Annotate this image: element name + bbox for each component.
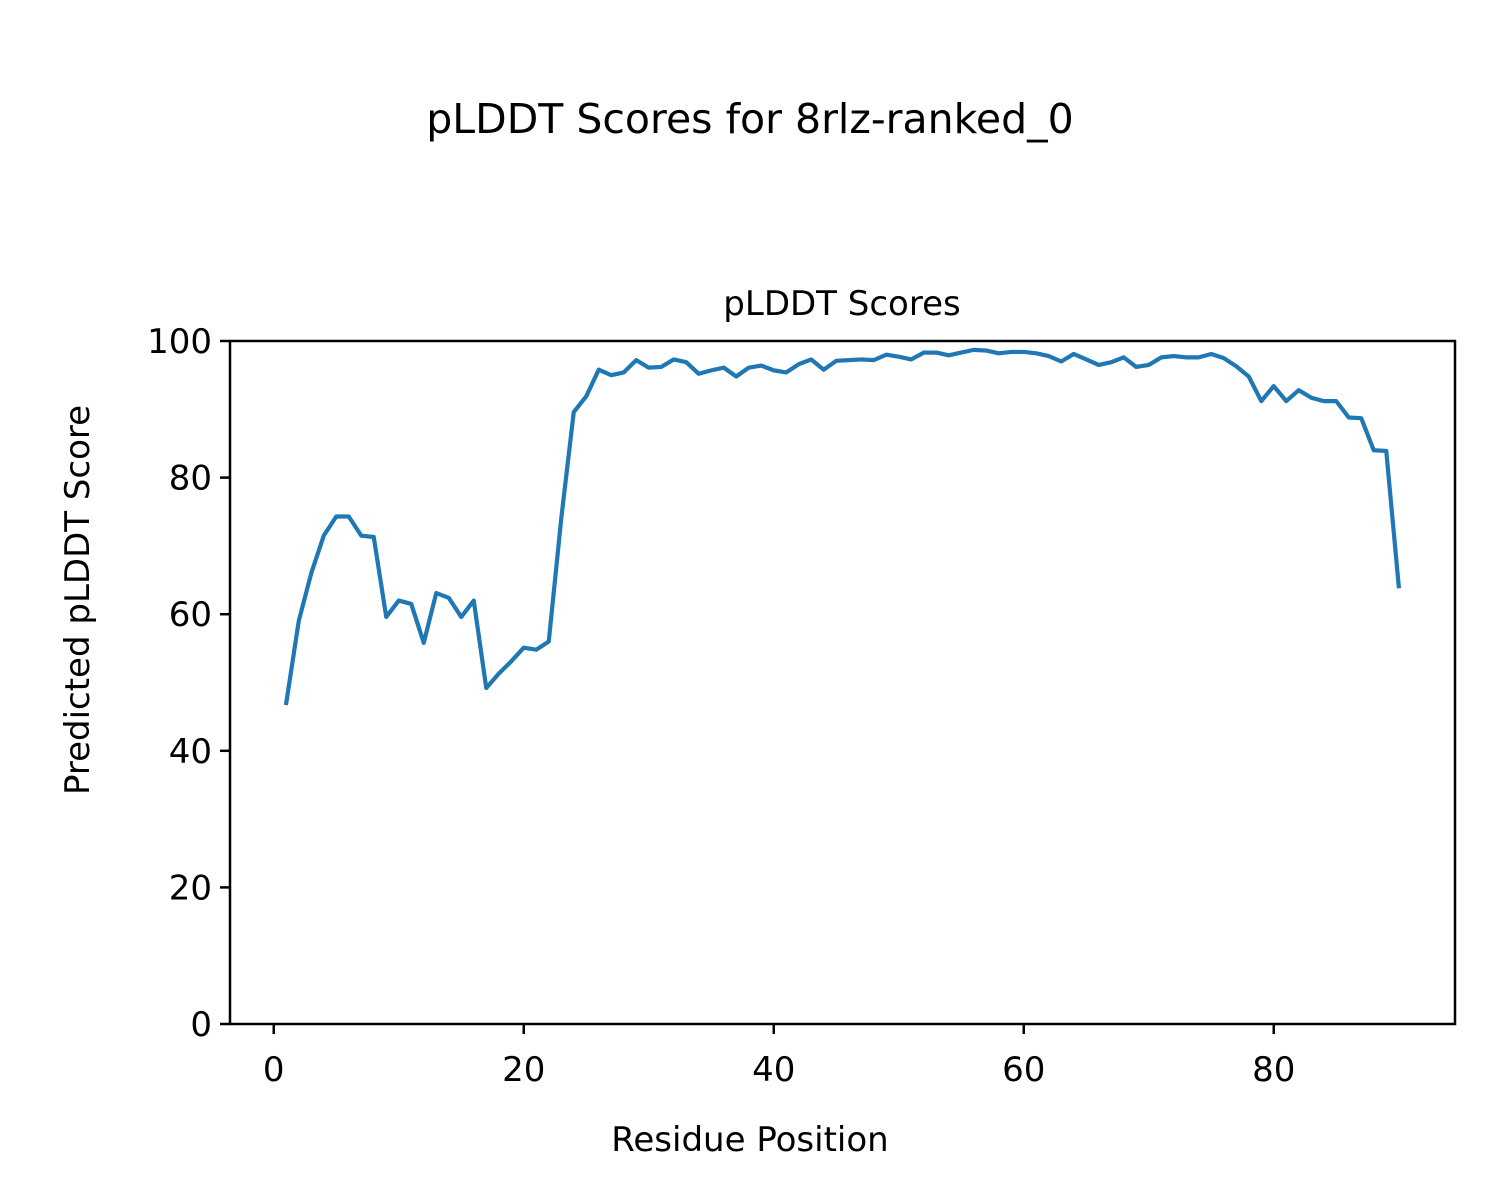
x-tick-label: 40 bbox=[752, 1050, 795, 1090]
plddt-series-line bbox=[283, 347, 1402, 706]
x-tick-label: 80 bbox=[1252, 1050, 1295, 1090]
y-tick-label: 20 bbox=[169, 868, 212, 908]
y-tick-label: 0 bbox=[190, 1005, 212, 1045]
axis-ticks: 0 20 40 60 80 0 20 40 60 80 100 bbox=[147, 322, 1295, 1090]
y-tick-label: 60 bbox=[169, 595, 212, 635]
x-axis-label: Residue Position bbox=[611, 1120, 888, 1160]
plot-area-frame bbox=[228, 339, 1457, 1026]
figure-suptitle: pLDDT Scores for 8rlz-ranked_0 bbox=[426, 95, 1073, 143]
y-tick-label: 40 bbox=[169, 732, 212, 772]
y-tick-label: 100 bbox=[147, 322, 212, 362]
x-tick-label: 60 bbox=[1002, 1050, 1045, 1090]
y-axis-label: Predicted pLDDT Score bbox=[58, 405, 98, 795]
y-tick-label: 80 bbox=[169, 459, 212, 499]
x-tick-label: 20 bbox=[502, 1050, 545, 1090]
x-tick-label: 0 bbox=[263, 1050, 285, 1090]
chart-title: pLDDT Scores bbox=[723, 284, 960, 324]
